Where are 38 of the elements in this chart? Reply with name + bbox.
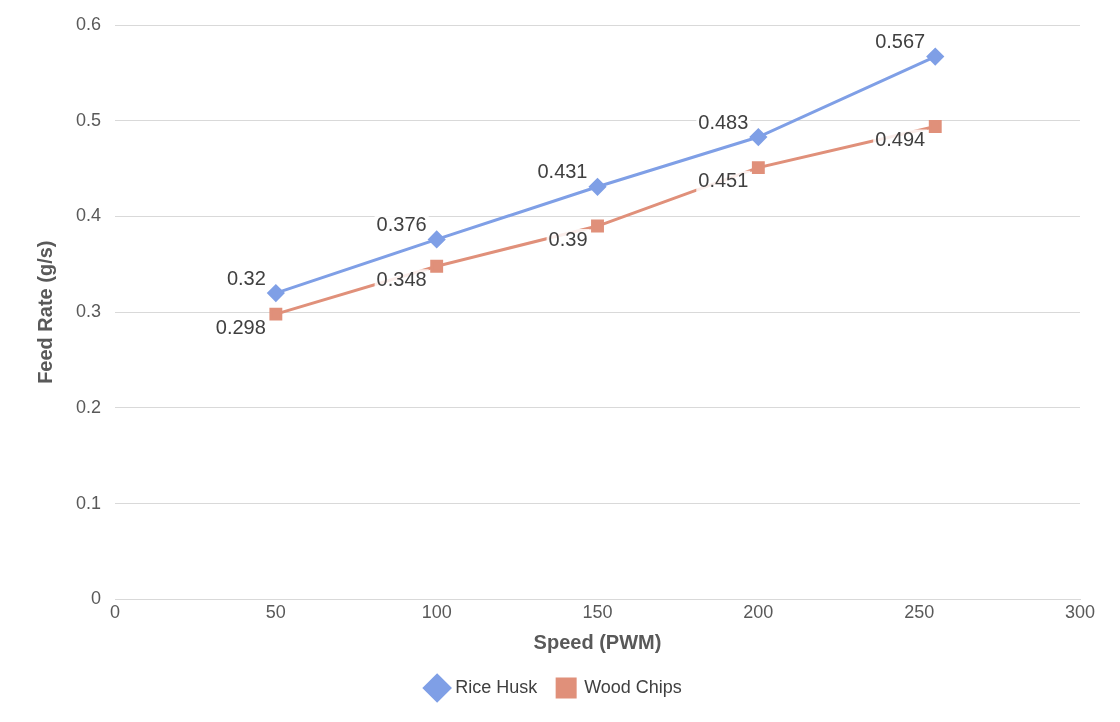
x-tick-label: 0 xyxy=(110,602,121,623)
y-tick-label: 0.4 xyxy=(75,205,102,226)
point xyxy=(269,307,283,321)
data-label: 0.494 xyxy=(875,127,926,150)
x-tick-label: 300 xyxy=(1064,602,1096,623)
x-tick-label: 250 xyxy=(904,602,935,623)
point xyxy=(749,128,767,146)
y-tick-label: 0.1 xyxy=(75,492,102,513)
data-label: 0.376 xyxy=(376,212,427,235)
y-tick-label: 0 xyxy=(91,588,102,609)
y-tick-label: 0.3 xyxy=(75,301,102,322)
x-tick-label: 100 xyxy=(421,602,452,623)
x-axis-title: Speed (PWM) xyxy=(533,630,662,653)
x-tick-label: 150 xyxy=(582,602,613,623)
data-label: 0.431 xyxy=(537,160,588,183)
y-tick-label: 0.5 xyxy=(75,109,102,130)
x-tick-label: 200 xyxy=(743,602,774,623)
y-axis-title: Feed Rate (g/s) xyxy=(33,240,56,384)
data-label: 0.32 xyxy=(226,266,266,289)
point xyxy=(591,219,604,233)
point xyxy=(589,178,607,196)
data-label: 0.483 xyxy=(698,110,749,133)
y-tick-label: 0.6 xyxy=(75,13,102,34)
legend-label: Rice Husk xyxy=(455,676,539,697)
data-label: 0.567 xyxy=(875,30,926,53)
point xyxy=(751,161,765,175)
data-label: 0.298 xyxy=(215,315,266,338)
point xyxy=(928,120,942,133)
data-label: 0.451 xyxy=(698,169,749,192)
x-tick-label: 50 xyxy=(265,602,286,623)
point xyxy=(267,284,285,302)
y-tick-label: 0.2 xyxy=(75,396,102,417)
data-label: 0.348 xyxy=(376,267,427,290)
data-label: 0.39 xyxy=(548,227,588,250)
point xyxy=(428,230,446,248)
legend-label: Wood Chips xyxy=(584,676,682,697)
point xyxy=(430,259,444,273)
point xyxy=(926,48,944,66)
